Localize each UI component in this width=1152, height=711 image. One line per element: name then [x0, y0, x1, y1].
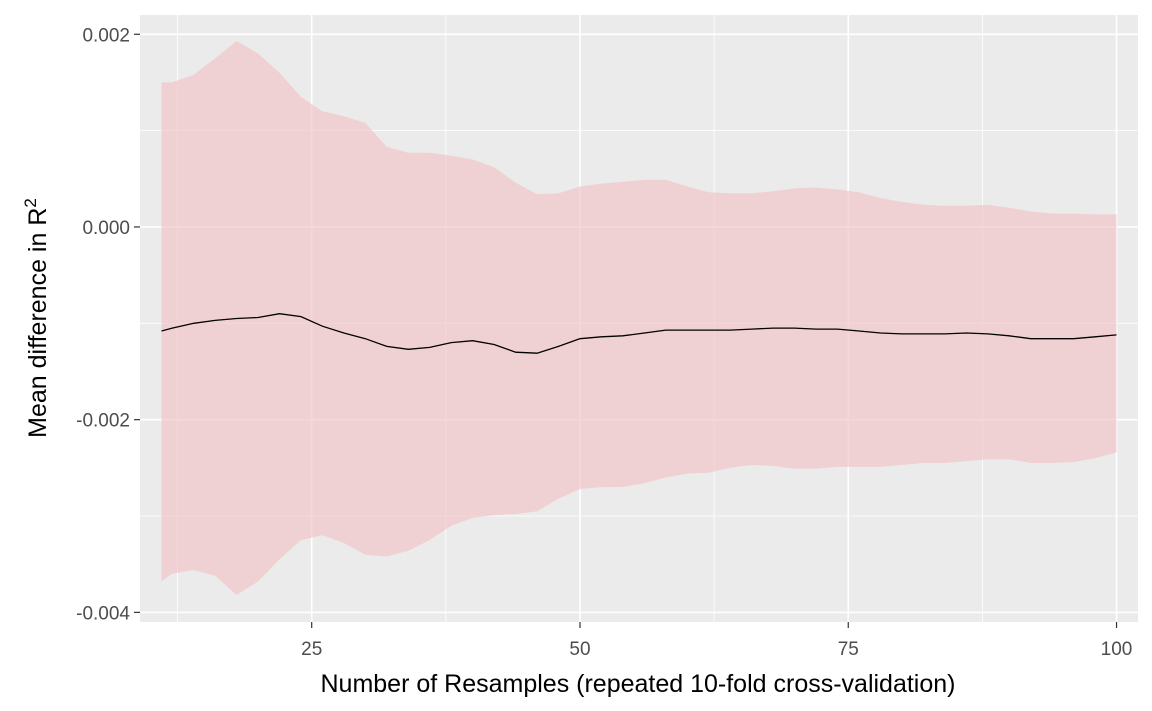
x-tick-label: 75: [838, 639, 859, 660]
x-tick-label: 50: [569, 639, 590, 660]
y-axis: -0.004 -0.002 0.000 0.002: [76, 25, 140, 624]
y-axis-title: Mean difference in R2: [21, 198, 52, 438]
x-axis-title: Number of Resamples (repeated 10-fold cr…: [320, 670, 955, 698]
y-axis-title-superscript: 2: [21, 198, 40, 207]
x-axis: 25 50 75 100: [301, 622, 1132, 660]
confidence-ribbon: [161, 41, 1117, 595]
x-tick-label: 25: [301, 639, 322, 660]
y-tick-label: -0.002: [76, 411, 130, 432]
mean-line: [161, 313, 1117, 354]
y-tick-label: 0.002: [82, 25, 130, 46]
y-axis-title-text: Mean difference in R: [24, 208, 52, 438]
y-tick-label: -0.004: [76, 603, 130, 624]
y-tick-label: 0.000: [82, 218, 130, 239]
x-tick-label: 100: [1101, 639, 1133, 660]
